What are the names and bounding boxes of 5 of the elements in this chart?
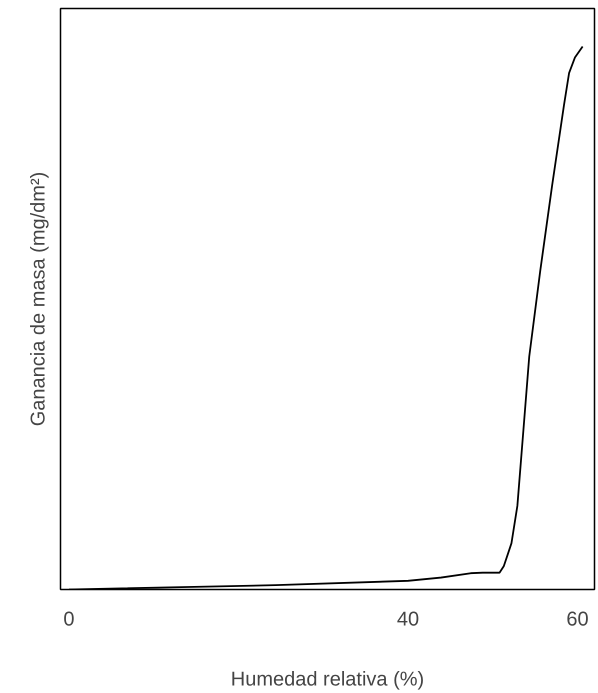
x-tick-label: 40 [396,608,420,630]
x-tick-label: 60 [566,608,589,630]
y-axis-title: Ganancia de masa (mg/dm²) [28,172,50,426]
x-axis-title: Humedad relativa (%) [230,668,424,690]
x-tick-label: 0 [63,608,75,630]
